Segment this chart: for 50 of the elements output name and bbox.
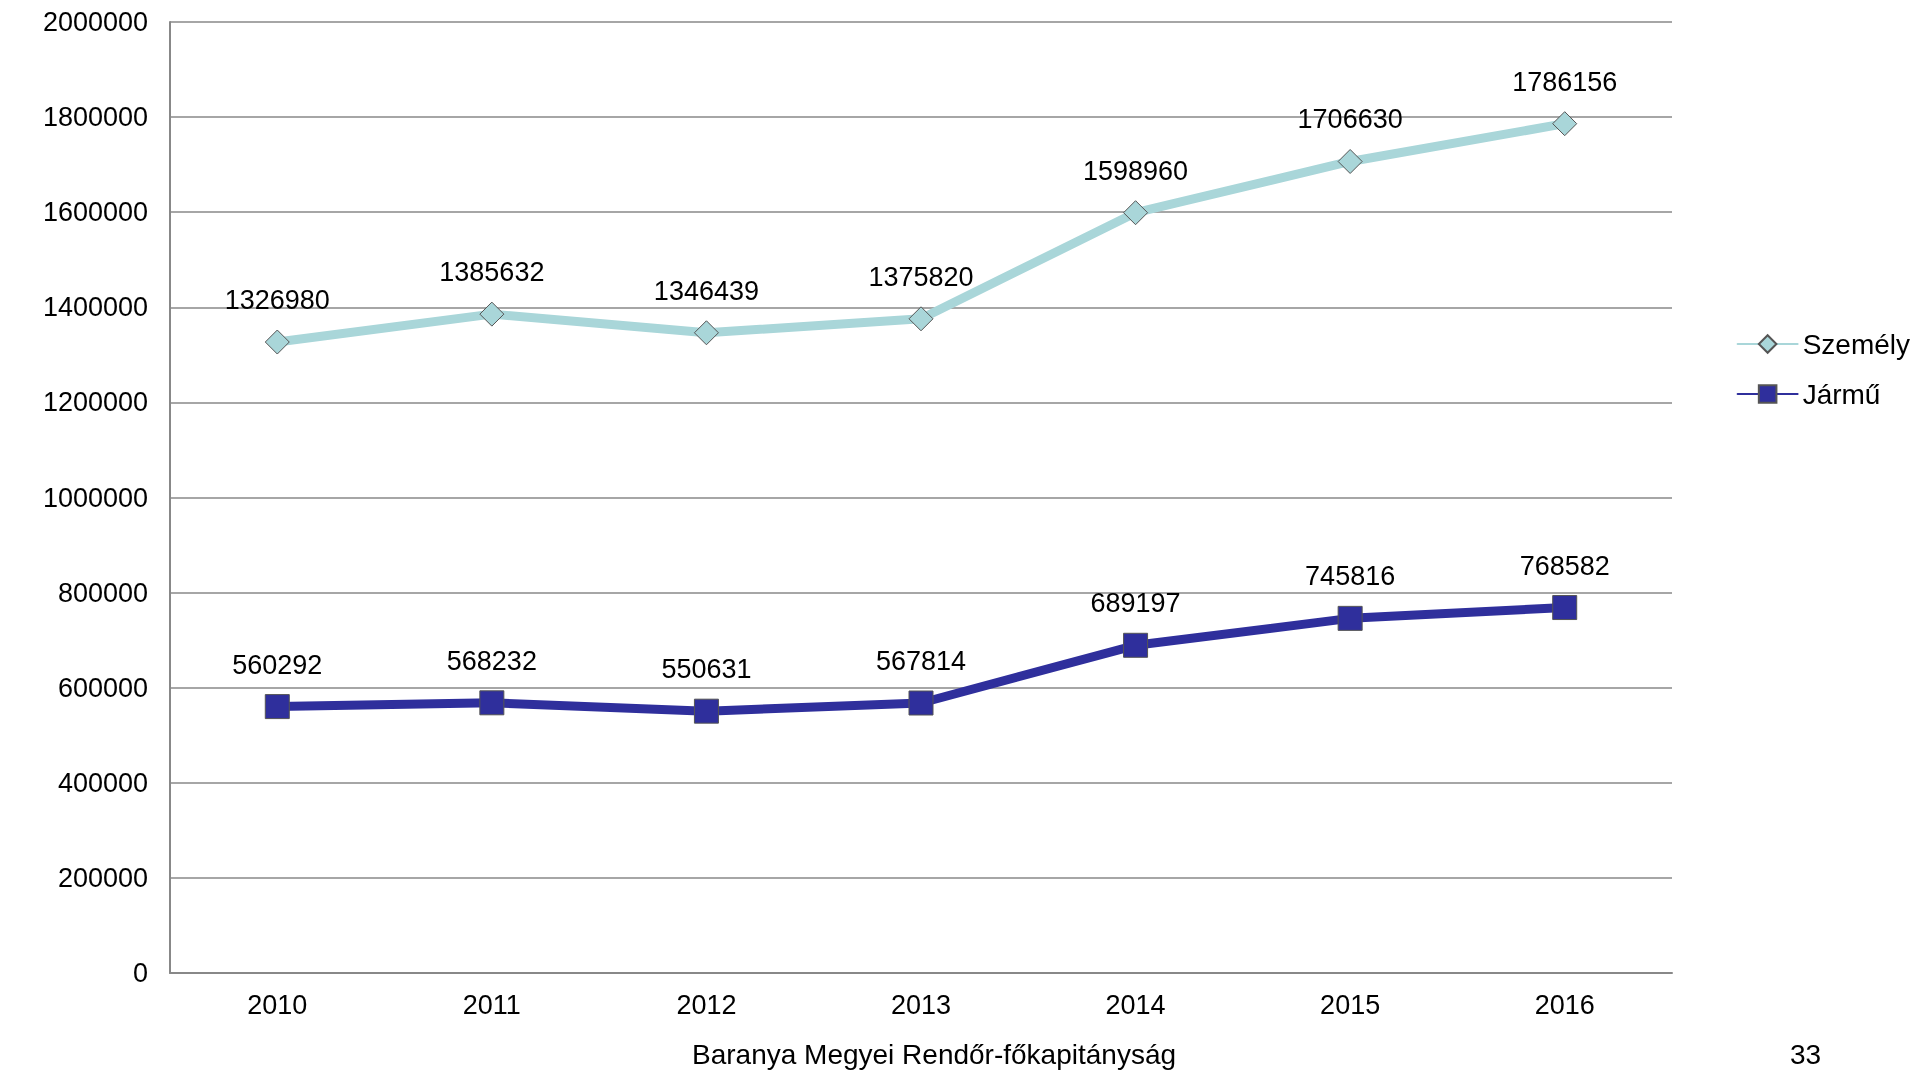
x-tick-label: 2015 (1320, 989, 1381, 1020)
y-tick-label: 1800000 (42, 102, 148, 133)
data-label: 550631 (661, 654, 752, 685)
point (693, 320, 719, 346)
data-label: 745816 (1305, 561, 1396, 592)
point (693, 698, 719, 724)
data-label: 1385632 (439, 257, 545, 288)
data-label: 567814 (875, 646, 967, 676)
point (1123, 200, 1149, 226)
point (479, 690, 505, 716)
x-tick-label: 2011 (462, 989, 521, 1020)
y-tick-label: 600000 (57, 672, 148, 703)
data-label: 1598960 (1083, 155, 1189, 186)
legend-label: Jármű (1802, 378, 1881, 410)
x-tick-label: 2012 (676, 989, 737, 1020)
data-label: 689197 (1090, 588, 1181, 619)
x-tick-label: 2010 (247, 989, 308, 1020)
data-label: 1375820 (868, 261, 974, 292)
point (1552, 111, 1578, 137)
text: 33 (1790, 1038, 1822, 1070)
y-tick-label: 2000000 (42, 7, 148, 37)
point (1337, 149, 1363, 174)
data-label: 1346439 (653, 275, 759, 306)
data-label: 1326980 (224, 285, 330, 316)
y-tick-label: 200000 (57, 862, 148, 893)
point (479, 301, 505, 327)
data-label: 1786156 (1512, 66, 1618, 97)
point (908, 690, 934, 716)
data-label: 568232 (446, 645, 537, 676)
x-tick-label: 2016 (1534, 989, 1595, 1020)
point (908, 306, 934, 332)
data-label: 768582 (1519, 550, 1610, 581)
point (264, 694, 290, 720)
point (1123, 632, 1149, 658)
y-tick-label: 0 (132, 958, 148, 988)
y-tick-label: 400000 (57, 767, 148, 798)
x-tick-label: 2013 (890, 989, 952, 1020)
point (1552, 595, 1578, 621)
point (1337, 605, 1363, 631)
y-tick-label: 1600000 (42, 197, 148, 228)
text: Baranya Megyei Rendőr-főkapitányság (692, 1038, 1177, 1070)
y-tick-label: 1200000 (42, 387, 148, 418)
y-tick-label: 1000000 (42, 482, 148, 513)
x-tick-label: 2014 (1105, 989, 1166, 1020)
data-label: 560292 (232, 649, 323, 680)
y-tick-label: 800000 (57, 577, 148, 608)
point (264, 329, 290, 355)
legend-label: Személy (1802, 328, 1911, 360)
y-tick-label: 1400000 (42, 292, 148, 323)
data-label: 1706630 (1297, 104, 1403, 135)
